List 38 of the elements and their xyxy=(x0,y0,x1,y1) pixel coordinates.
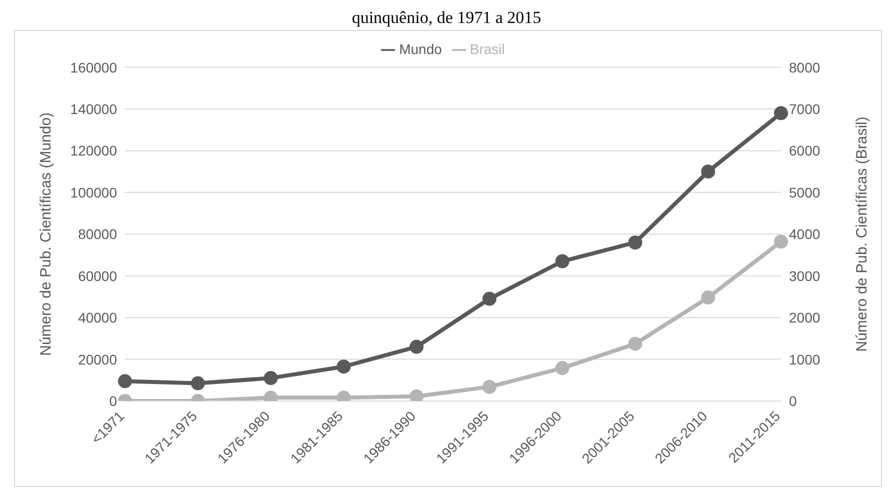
y-tick-label: 160000 xyxy=(70,59,118,76)
point xyxy=(774,106,788,120)
point xyxy=(701,290,716,305)
legend-label: Brasil xyxy=(470,41,505,57)
point xyxy=(410,340,424,354)
legend-label: Mundo xyxy=(399,41,442,57)
point xyxy=(555,361,570,376)
y2-axis-title: Número de Pub. Científicas (Brasil) xyxy=(853,116,870,352)
y-tick-label: 140000 xyxy=(70,100,118,117)
y2-tick-label: 2000 xyxy=(789,310,820,326)
point xyxy=(264,371,278,386)
point xyxy=(118,374,132,388)
y2-tick-label: 1000 xyxy=(789,351,820,368)
point xyxy=(774,234,788,249)
chart-title: quinquênio, de 1971 a 2015 xyxy=(350,8,542,29)
y-tick-label: 20000 xyxy=(78,351,118,368)
y2-tick-label: 8000 xyxy=(789,59,820,76)
point xyxy=(190,376,205,390)
point xyxy=(628,336,642,351)
point xyxy=(482,380,496,394)
y2-tick-label: 7000 xyxy=(789,100,820,117)
point xyxy=(482,292,496,306)
y2-tick-label: 6000 xyxy=(789,142,820,159)
point xyxy=(555,254,570,268)
y-tick-label: 120000 xyxy=(70,142,118,159)
point xyxy=(628,235,642,250)
y2-tick-label: 5000 xyxy=(789,184,820,200)
y-tick-label: 80000 xyxy=(78,226,118,242)
point xyxy=(336,360,351,374)
y-tick-label: 100000 xyxy=(70,184,118,200)
y-axis-title: Número de Pub. Científicas (Mundo) xyxy=(37,112,54,356)
y-tick-label: 60000 xyxy=(78,268,118,284)
y-tick-label: 40000 xyxy=(78,310,118,326)
y2-tick-label: 3000 xyxy=(789,268,820,284)
point xyxy=(701,164,716,179)
y2-tick-label: 4000 xyxy=(789,226,820,242)
y-tick-label: 0 xyxy=(109,392,118,409)
y2-tick-label: 0 xyxy=(789,392,797,409)
